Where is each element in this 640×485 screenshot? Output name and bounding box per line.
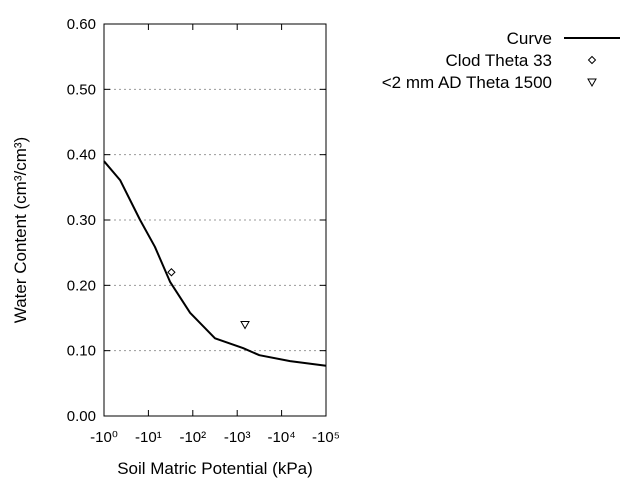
- diamond-marker: [587, 55, 597, 65]
- x-tick-label: -10¹: [135, 429, 162, 446]
- triangle-down-marker: [240, 321, 250, 330]
- y-axis-label: Water Content (cm³/cm³): [11, 137, 30, 323]
- y-tick-label: 0.60: [67, 16, 96, 33]
- x-tick-label: -10⁵: [312, 429, 340, 446]
- gridlines: [104, 88, 326, 352]
- y-tick-labels: 0.00 0.10 0.20 0.30 0.40 0.50 0.60: [67, 16, 96, 425]
- y-tick-label: 0.50: [67, 81, 96, 98]
- diamond-marker: [167, 268, 176, 277]
- y-tick-label: 0.00: [67, 408, 96, 425]
- x-tick-label: -10⁰: [90, 429, 118, 446]
- y-tick-label: 0.30: [67, 212, 96, 229]
- x-tick-labels: -10⁰ -10¹ -10² -10³ -10⁴ -10⁵: [90, 429, 340, 446]
- y-tick-label: 0.40: [67, 147, 96, 164]
- x-tick-label: -10³: [224, 429, 251, 446]
- plot-frame: [103, 23, 327, 417]
- legend-label: Clod Theta 33: [446, 51, 552, 70]
- series: [103, 160, 327, 367]
- legend-label: Curve: [507, 29, 552, 48]
- x-axis-label: Soil Matric Potential (kPa): [117, 459, 313, 478]
- x-tick-label: -10⁴: [268, 429, 296, 446]
- triangle-down-marker: [587, 78, 597, 88]
- y-tick-label: 0.20: [67, 277, 96, 294]
- legend: Curve Clod Theta 33 <2 mm AD Theta 1500: [382, 29, 620, 92]
- y-tick-label: 0.10: [67, 343, 96, 360]
- x-tick-label: -10²: [179, 429, 206, 446]
- legend-label: <2 mm AD Theta 1500: [382, 73, 552, 92]
- curve-line: [103, 160, 327, 367]
